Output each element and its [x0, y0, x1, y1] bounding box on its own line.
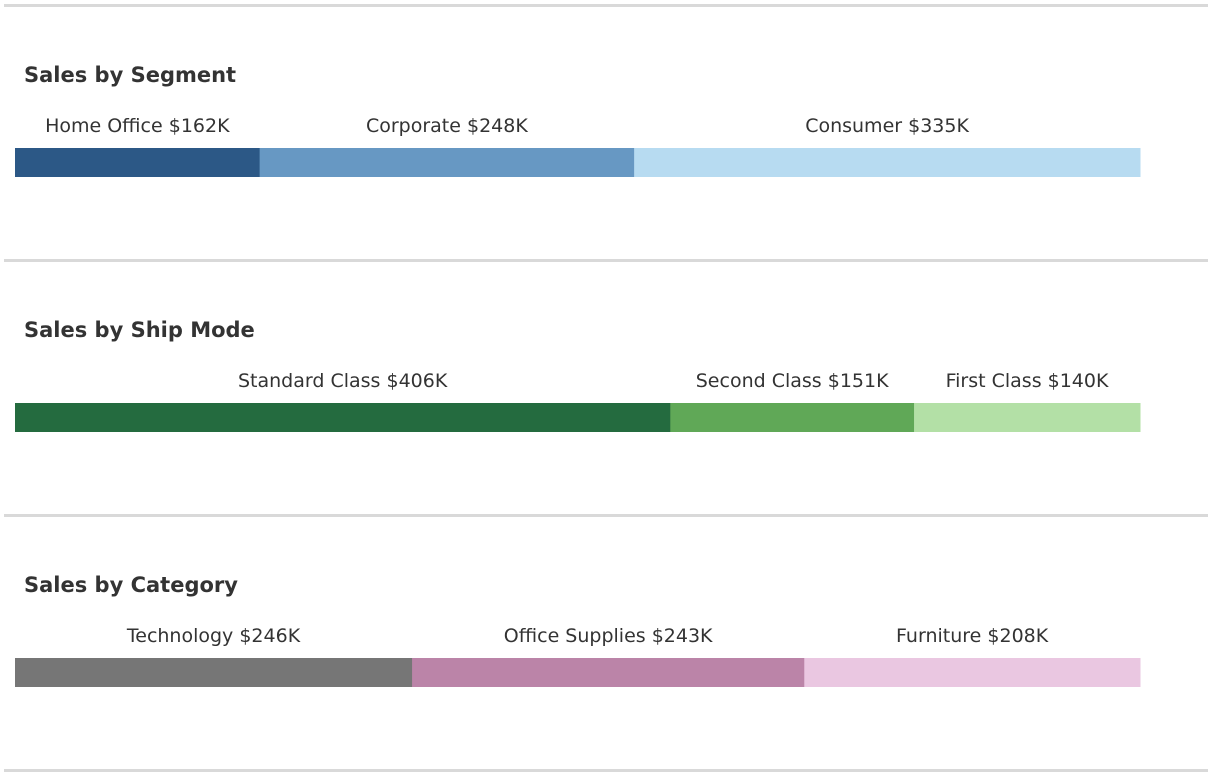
bar-segment-furniture[interactable]: [804, 658, 1141, 687]
bar-label-corporate: Corporate $248K: [366, 115, 528, 137]
ship-mode-chart-title: Sales by Ship Mode: [24, 318, 255, 342]
bar-segment-standard-class[interactable]: [15, 403, 671, 432]
ship-mode-stacked-bar-chart: Standard Class $406K Second Class $151K Fi…: [15, 370, 1141, 432]
bar-segment-corporate[interactable]: [259, 148, 635, 177]
bar-label-consumer: Consumer $335K: [805, 115, 969, 137]
bar-label-standard-class: Standard Class $406K: [238, 370, 448, 392]
segment-chart-title: Sales by Segment: [24, 63, 237, 87]
bar-label-technology: Technology $246K: [126, 625, 301, 647]
segment-panel: Sales by Segment Home Office $162K Corpor…: [0, 8, 1220, 263]
bar-label-first-class: First Class $140K: [946, 370, 1109, 392]
bar-segment-technology[interactable]: [15, 658, 413, 687]
bar-label-office-supplies: Office Supplies $243K: [504, 625, 713, 647]
bar-segment-second-class[interactable]: [670, 403, 915, 432]
bar-label-second-class: Second Class $151K: [696, 370, 889, 392]
ship-mode-panel: Sales by Ship Mode Standard Class $406K S…: [0, 263, 1220, 518]
bottom-divider: [4, 769, 1208, 772]
category-panel: Sales by Category Technology $246K Office…: [0, 518, 1220, 773]
category-chart-title: Sales by Category: [24, 573, 238, 597]
bar-label-furniture: Furniture $208K: [896, 625, 1049, 647]
divider-segment-shipmode: [4, 259, 1208, 262]
bar-segment-consumer[interactable]: [634, 148, 1141, 177]
bar-segment-first-class[interactable]: [914, 403, 1141, 432]
category-stacked-bar-chart: Technology $246K Office Supplies $243K Fur…: [15, 625, 1141, 687]
bar-segment-office-supplies[interactable]: [412, 658, 805, 687]
divider-shipmode-category: [4, 514, 1208, 517]
top-divider: [4, 4, 1208, 7]
segment-stacked-bar-chart: Home Office $162K Corporate $248K Consumer…: [15, 115, 1141, 177]
bar-segment-home-office[interactable]: [15, 148, 261, 177]
bar-label-home-office: Home Office $162K: [45, 115, 230, 137]
